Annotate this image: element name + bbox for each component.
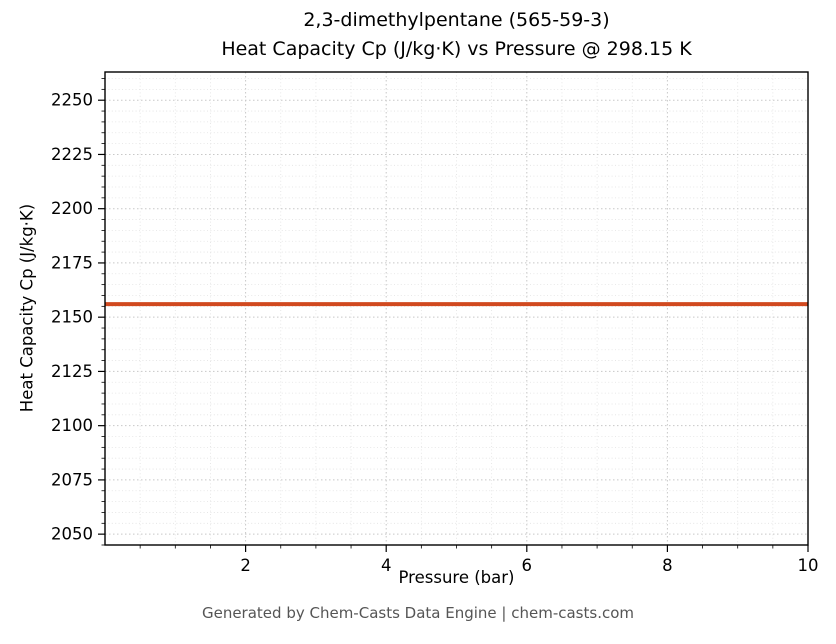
- y-tick-label: 2075: [51, 470, 93, 489]
- chart-title-line1: 2,3-dimethylpentane (565-59-3): [303, 9, 610, 31]
- x-axis-label: Pressure (bar): [398, 568, 515, 587]
- x-tick-label: 4: [381, 556, 392, 575]
- y-tick-label: 2200: [51, 199, 93, 218]
- x-tick-label: 6: [522, 556, 533, 575]
- x-tick-label: 8: [662, 556, 673, 575]
- grid-minor: [105, 72, 808, 546]
- y-tick-label: 2050: [51, 525, 93, 544]
- y-tick-label: 2150: [51, 308, 93, 327]
- tick-labels: 2 4 6 8 10 2050 2075 2100 2125 2150 2175 2200 2225 22…: [51, 91, 819, 575]
- x-tick-label: 10: [798, 556, 819, 575]
- y-tick-label: 2175: [51, 253, 93, 272]
- y-tick-label: 2250: [51, 91, 93, 110]
- y-tick-label: 2225: [51, 145, 93, 164]
- axis-ticks: [98, 78, 809, 552]
- chart-title: 2,3-dimethylpentane (565-59-3) Heat Capa…: [105, 6, 808, 64]
- chart-title-line2: Heat Capacity Cp (J/kg·K) vs Pressure @ …: [221, 38, 692, 60]
- footer-credit: Generated by Chem-Casts Data Engine | ch…: [201, 604, 635, 622]
- x-tick-label: 2: [240, 556, 251, 575]
- y-tick-label: 2125: [51, 362, 93, 381]
- y-tick-label: 2100: [51, 416, 93, 435]
- y-axis-label: Heat Capacity Cp (J/kg·K): [17, 203, 37, 413]
